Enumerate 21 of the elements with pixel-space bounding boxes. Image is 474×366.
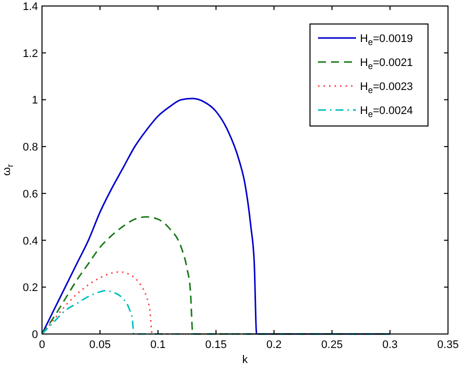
line-series (41, 290, 391, 335)
y-tick-label: 1.4 (22, 1, 38, 13)
legend-label: H$_{e}$=0.0019 (360, 33, 413, 47)
y-tick-label: 0.4 (22, 235, 38, 248)
x-tick-label: 0.35 (437, 339, 459, 351)
y-tick-label: 0 (32, 329, 38, 341)
x-tick-label: 0.1 (150, 339, 166, 351)
y-tick-label: 1 (32, 94, 38, 107)
legend-label: H$_{e}$=0.0023 (360, 81, 413, 95)
y-tick-label: 0.6 (22, 188, 38, 200)
y-tick-label: 1.2 (22, 48, 38, 60)
y-tick-label: 0.8 (22, 142, 38, 154)
legend-label: H$_{e}$=0.0021 (360, 57, 413, 71)
x-tick-label: 0.15 (205, 339, 227, 351)
x-tick-label: 0.2 (266, 339, 282, 351)
x-tick-label: 0.05 (89, 339, 111, 351)
x-tick-label: 0.25 (321, 339, 343, 351)
y-tick-label: 0.2 (22, 282, 38, 294)
x-axis-title: k (242, 354, 248, 366)
legend-label: H$_{e}$=0.0024 (360, 105, 413, 119)
x-tick-label: 0.3 (382, 339, 398, 351)
